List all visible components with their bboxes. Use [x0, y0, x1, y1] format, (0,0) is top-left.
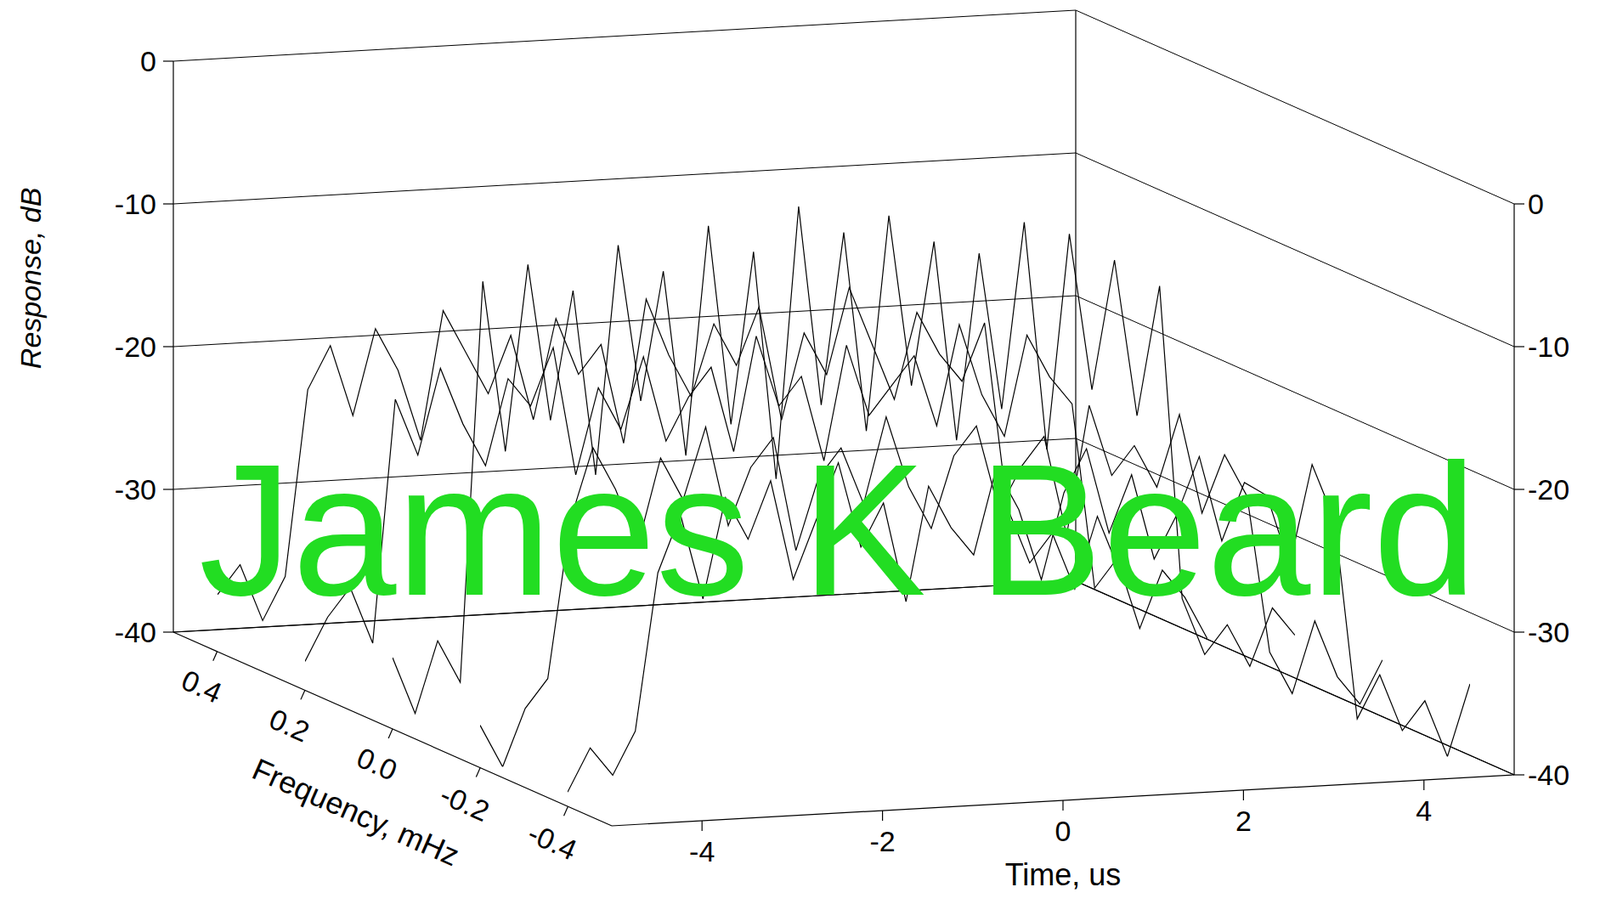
- svg-text:0: 0: [140, 45, 157, 78]
- svg-text:-10: -10: [114, 187, 157, 221]
- svg-text:James K Beard: James K Beard: [198, 425, 1477, 635]
- svg-text:0.4: 0.4: [176, 663, 227, 710]
- svg-text:-2: -2: [869, 825, 895, 858]
- svg-text:0: 0: [1055, 814, 1072, 848]
- svg-text:Frequency, mHz: Frequency, mHz: [247, 751, 465, 873]
- svg-text:-4: -4: [689, 835, 715, 868]
- svg-text:0: 0: [1527, 187, 1544, 221]
- svg-text:-40: -40: [1527, 758, 1570, 792]
- svg-text:-30: -30: [1527, 616, 1570, 649]
- svg-text:0.0: 0.0: [352, 740, 403, 787]
- svg-text:-0.2: -0.2: [435, 778, 495, 828]
- svg-text:Time, us: Time, us: [1005, 857, 1122, 893]
- svg-text:-30: -30: [114, 473, 157, 506]
- svg-text:-20: -20: [114, 330, 157, 363]
- svg-text:-40: -40: [114, 616, 157, 649]
- svg-text:-0.4: -0.4: [523, 816, 583, 866]
- svg-text:-10: -10: [1527, 330, 1570, 363]
- svg-text:4: 4: [1415, 794, 1432, 827]
- svg-text:0.2: 0.2: [264, 702, 315, 749]
- svg-text:2: 2: [1235, 804, 1252, 837]
- svg-text:-20: -20: [1527, 473, 1570, 506]
- svg-text:Response, dB: Response, dB: [14, 187, 47, 370]
